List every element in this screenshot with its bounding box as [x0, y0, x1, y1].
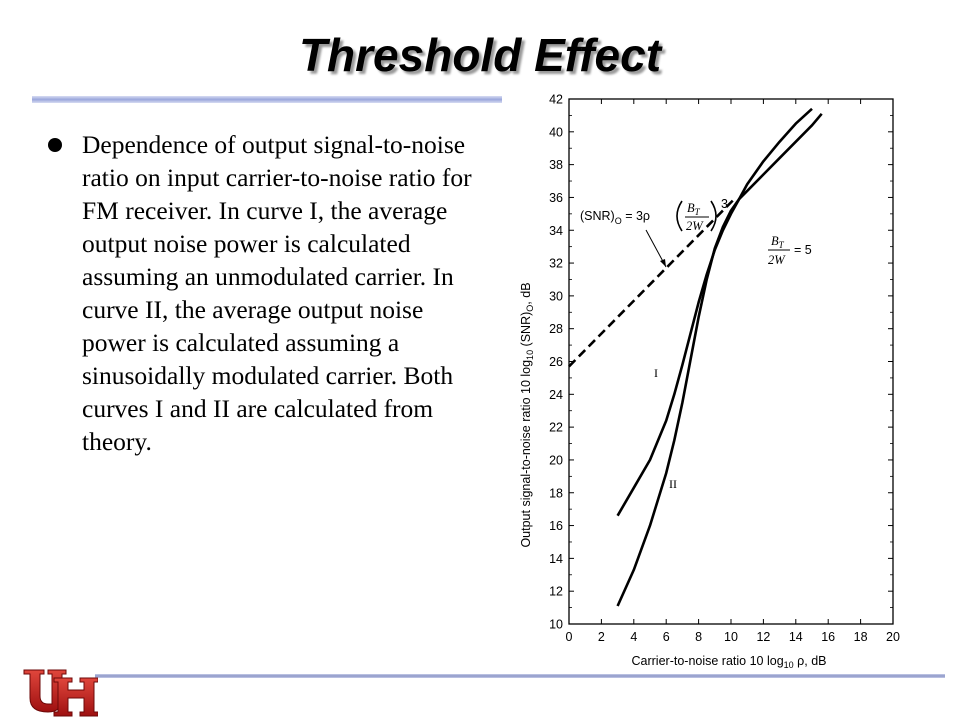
formula-paren-left	[676, 200, 683, 232]
plot-frame	[568, 98, 894, 625]
title-underline	[32, 96, 502, 103]
ratio-num-sub: T	[779, 240, 785, 250]
x-tick-label: 10	[724, 630, 738, 644]
curve-label-II: II	[669, 477, 677, 491]
x-tick-label: 16	[821, 630, 835, 644]
y-tick-label: 10	[549, 618, 563, 632]
x-tick-label: 12	[756, 630, 770, 644]
formula-num: BT	[687, 201, 701, 217]
curve-label-I: I	[654, 366, 658, 380]
x-tick-label: 4	[630, 630, 637, 644]
x-tick-label: 8	[695, 630, 702, 644]
plot-border	[568, 98, 894, 625]
x-tick-label: 2	[598, 630, 605, 644]
y-tick-label: 34	[549, 224, 563, 238]
y-tick-label: 26	[549, 355, 563, 369]
y-tick-label: 40	[549, 125, 563, 139]
x-tick-label: 18	[854, 630, 868, 644]
bullet-dot-icon	[48, 138, 62, 152]
chart-series	[568, 107, 823, 607]
y-tick-label: 20	[549, 453, 563, 467]
formula-paren-right	[710, 200, 717, 232]
slide-title: Threshold Effect	[298, 29, 662, 81]
footer-rule	[95, 674, 945, 678]
y-tick-label: 24	[549, 388, 563, 402]
chart-figure: 0 2 4 6 8 10 12 14 16 18 20 10 12 14 16 18 20 22 24 26 28 30 3…	[504, 90, 918, 674]
ratio-value: = 5	[794, 243, 812, 257]
y-axis-label: Output signal-to-noise ratio 10 log10 (S…	[519, 282, 535, 547]
y-tick-label: 36	[549, 191, 563, 205]
tick-labels: 0 2 4 6 8 10 12 14 16 18 2010121416182022242628303…	[549, 93, 900, 645]
formula-pointer-arrowhead	[660, 259, 666, 267]
y-tick-label: 18	[549, 486, 563, 500]
y-tick-label: 12	[549, 585, 563, 599]
formula-exp: 3	[721, 197, 728, 211]
formula-num-sub: T	[695, 207, 701, 217]
ratio-num: BT	[771, 234, 785, 250]
series-line-I	[616, 107, 813, 517]
x-tick-label: 0	[566, 630, 573, 644]
formula-eq: = 3ρ	[622, 209, 650, 223]
ratio-den: 2W	[768, 253, 786, 267]
formula-den: 2W	[686, 219, 704, 233]
threshold-chart: 0 2 4 6 8 10 12 14 16 18 2010121416182022242628303…	[519, 93, 900, 671]
formula-lhs-sub: O	[615, 216, 622, 226]
y-tick-label: 38	[549, 158, 563, 172]
y-tick-label: 42	[549, 93, 563, 107]
x-tick-label: 14	[789, 630, 803, 644]
series-line-II	[616, 112, 823, 607]
bullet-text: Dependence of output signal-to-noise rat…	[82, 130, 472, 456]
x-tick-label: 6	[663, 630, 670, 644]
y-tick-label: 22	[549, 421, 563, 435]
y-tick-label: 30	[549, 289, 563, 303]
y-tick-label: 32	[549, 257, 563, 271]
formula-lhs: (SNR)O = 3ρ	[580, 209, 650, 226]
chart-annotations: (SNR)O = 3ρ BT 2W 3 BT 2W = 5 I II	[580, 197, 812, 491]
university-logo	[23, 669, 98, 717]
y-tick-label: 16	[549, 519, 563, 533]
x-axis-label: Carrier-to-noise ratio 10 log10 ρ, dB	[632, 654, 827, 670]
y-tick-label: 14	[549, 552, 563, 566]
y-tick-label: 28	[549, 322, 563, 336]
x-tick-label: 20	[886, 630, 900, 644]
axis-ticks	[568, 98, 894, 625]
series-line-ideal-dashed	[568, 196, 737, 368]
